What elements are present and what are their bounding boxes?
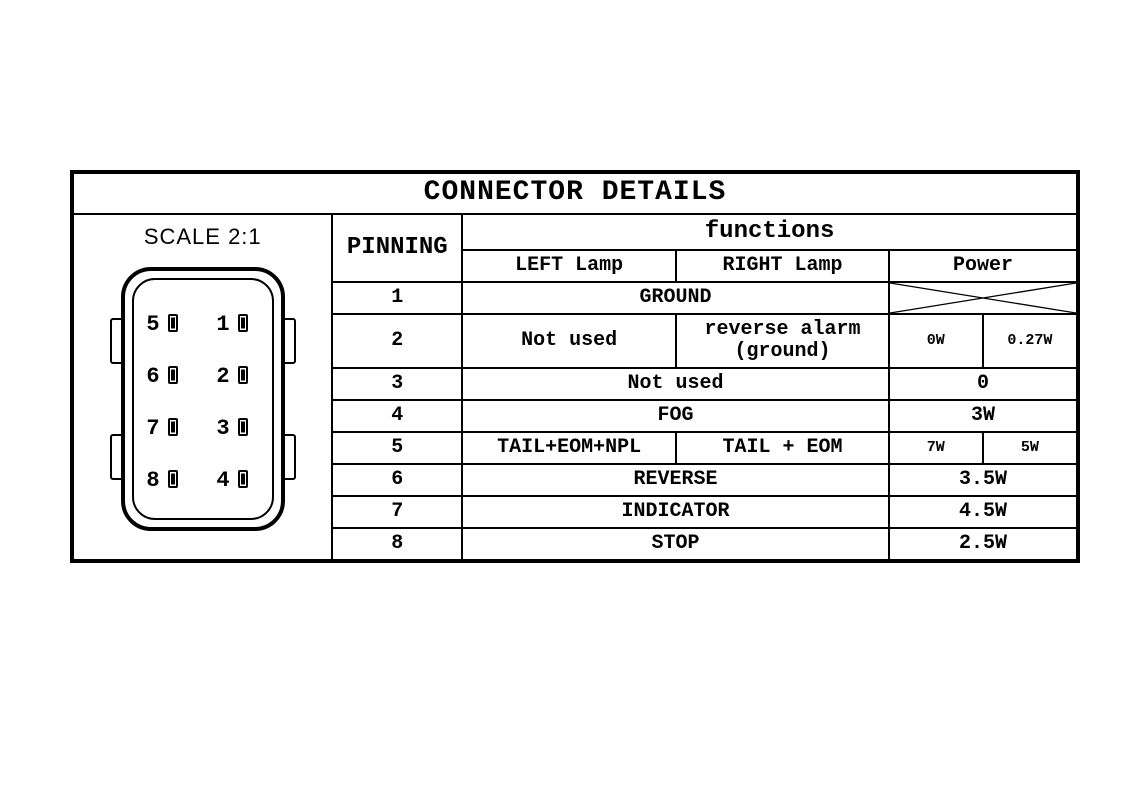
pin-number: 7 [332, 496, 462, 528]
svg-text:5: 5 [146, 312, 159, 337]
scale-label: SCALE 2:1 [80, 225, 325, 249]
header-right-lamp: RIGHT Lamp [676, 250, 889, 282]
pin-number: 2 [332, 314, 462, 368]
connector-diagram-cell: SCALE 2:1 5 1 6 2 7 3 8 4 [73, 214, 332, 560]
svg-text:3: 3 [216, 416, 229, 441]
power-merged: 2.5W [889, 528, 1077, 560]
function-right: reverse alarm(ground) [676, 314, 889, 368]
pin-number: 4 [332, 400, 462, 432]
power-b: 0.27W [983, 314, 1077, 368]
function-left: Not used [462, 314, 676, 368]
header-left-lamp: LEFT Lamp [462, 250, 676, 282]
svg-text:2: 2 [216, 364, 229, 389]
function-merged: GROUND [462, 282, 889, 314]
pin-number: 8 [332, 528, 462, 560]
function-merged: FOG [462, 400, 889, 432]
power-b: 5W [983, 432, 1077, 464]
function-left: TAIL+EOM+NPL [462, 432, 676, 464]
power-merged: 4.5W [889, 496, 1077, 528]
header-power: Power [889, 250, 1077, 282]
header-pinning: PINNING [332, 214, 462, 282]
pin-number: 6 [332, 464, 462, 496]
connector-icon: 5 1 6 2 7 3 8 4 [93, 259, 313, 549]
svg-text:8: 8 [146, 468, 159, 493]
connector-details-sheet: CONNECTOR DETAILS SCALE 2:1 5 1 6 2 7 3 8 4 PINNIN… [70, 170, 1080, 563]
pin-number: 1 [332, 282, 462, 314]
power-a: 7W [889, 432, 983, 464]
function-right: TAIL + EOM [676, 432, 889, 464]
power-merged: 0 [889, 368, 1077, 400]
svg-text:6: 6 [146, 364, 159, 389]
svg-text:7: 7 [146, 416, 159, 441]
table-title: CONNECTOR DETAILS [73, 173, 1077, 214]
function-merged: STOP [462, 528, 889, 560]
pin-number: 3 [332, 368, 462, 400]
header-functions: functions [462, 214, 1077, 250]
function-merged: Not used [462, 368, 889, 400]
power-a: 0W [889, 314, 983, 368]
svg-text:4: 4 [216, 468, 229, 493]
pin-number: 5 [332, 432, 462, 464]
pinout-table: CONNECTOR DETAILS SCALE 2:1 5 1 6 2 7 3 8 4 PINNIN… [72, 172, 1078, 561]
function-merged: REVERSE [462, 464, 889, 496]
power-crossed [889, 282, 1077, 314]
function-merged: INDICATOR [462, 496, 889, 528]
power-merged: 3.5W [889, 464, 1077, 496]
power-merged: 3W [889, 400, 1077, 432]
svg-text:1: 1 [216, 312, 229, 337]
